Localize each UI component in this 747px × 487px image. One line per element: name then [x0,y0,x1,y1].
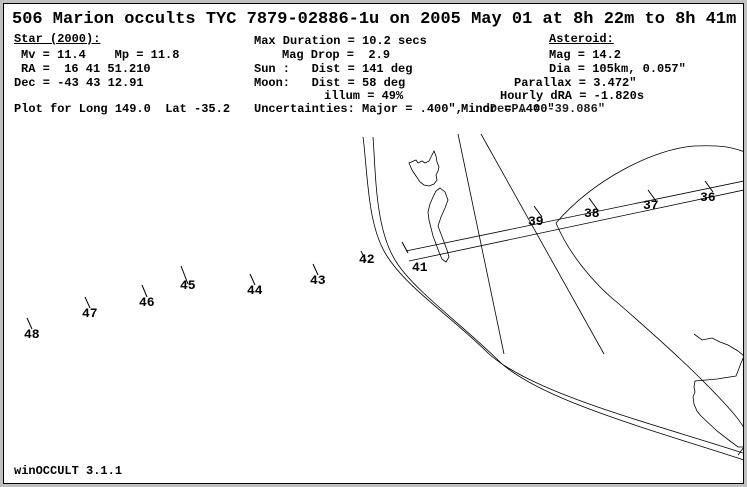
svg-text:37: 37 [643,198,659,213]
svg-text:36: 36 [700,190,716,205]
svg-text:45: 45 [180,278,196,293]
svg-text:47: 47 [82,306,98,321]
svg-text:38: 38 [584,206,600,221]
svg-text:41: 41 [412,260,428,275]
svg-text:46: 46 [139,295,155,310]
svg-text:39: 39 [528,214,544,229]
svg-text:44: 44 [247,283,263,298]
svg-text:48: 48 [24,327,40,342]
svg-text:42: 42 [359,252,375,267]
svg-text:43: 43 [310,273,326,288]
